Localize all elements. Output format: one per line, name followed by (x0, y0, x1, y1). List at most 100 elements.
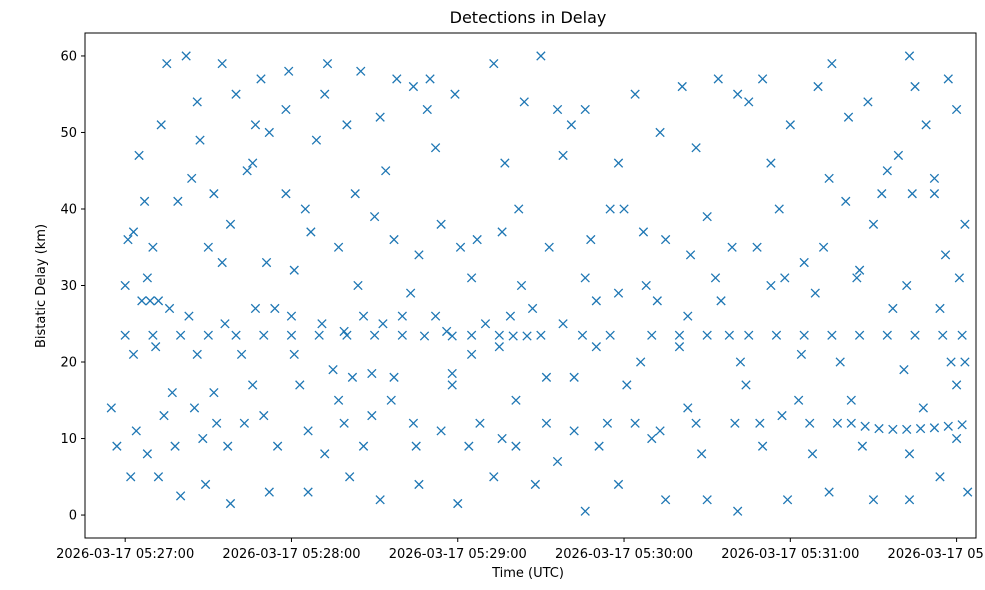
data-point (619, 204, 629, 214)
data-point (511, 395, 521, 405)
data-point (314, 330, 324, 340)
data-point (259, 410, 269, 421)
data-point (677, 81, 687, 92)
data-point (727, 242, 737, 252)
data-point (951, 104, 962, 115)
data-point (347, 372, 358, 382)
data-point (322, 58, 333, 69)
data-point (841, 196, 851, 206)
data-point (863, 97, 873, 107)
data-point (943, 74, 953, 84)
data-point (824, 173, 834, 184)
data-point (508, 331, 518, 341)
data-point (519, 97, 529, 107)
data-point (713, 74, 723, 84)
data-point (419, 331, 430, 341)
data-point (209, 189, 219, 199)
data-point (453, 498, 463, 509)
y-axis-label: Bistatic Delay (km) (34, 224, 49, 348)
data-point (369, 330, 380, 340)
x-tick-label: 2026-03-17 05:30:00 (555, 547, 693, 562)
data-point (339, 326, 349, 337)
data-point (239, 418, 250, 428)
data-point (106, 403, 116, 413)
data-point (436, 426, 446, 436)
data-point (389, 372, 399, 382)
data-point (300, 204, 310, 214)
data-point (466, 273, 477, 283)
data-point (261, 257, 272, 268)
data-point (430, 143, 441, 153)
data-point (120, 280, 130, 291)
data-point (408, 81, 419, 92)
data-point (602, 418, 613, 428)
data-point (311, 135, 322, 145)
data-point (888, 424, 898, 435)
data-point (957, 330, 967, 340)
data-point (151, 342, 161, 352)
y-tick-label: 60 (60, 49, 77, 64)
data-point (960, 357, 970, 367)
data-point (281, 104, 291, 115)
data-point (536, 51, 546, 61)
data-point (605, 330, 615, 340)
data-point (530, 479, 541, 490)
data-point (220, 319, 230, 329)
data-point (126, 472, 136, 482)
data-point (904, 495, 915, 505)
data-point (242, 166, 252, 176)
data-point (641, 280, 651, 291)
data-point (832, 418, 843, 428)
data-point (766, 158, 776, 168)
data-point (375, 112, 385, 122)
data-point (248, 380, 258, 390)
data-point (447, 331, 457, 341)
data-point (264, 127, 274, 138)
y-tick-label: 30 (60, 279, 77, 294)
data-point (854, 265, 865, 275)
data-point (217, 58, 227, 69)
data-point (655, 426, 665, 436)
data-point (943, 421, 953, 431)
data-point (303, 426, 313, 436)
data-point (691, 418, 701, 428)
data-point (857, 441, 868, 451)
data-point (569, 372, 579, 382)
data-point (899, 365, 909, 375)
data-point (757, 441, 768, 451)
data-point (414, 250, 424, 260)
data-point (780, 273, 790, 283)
data-point (472, 234, 482, 245)
data-point (303, 487, 313, 497)
data-point (558, 150, 568, 161)
data-point (904, 51, 915, 61)
data-point (333, 242, 344, 252)
data-point (946, 357, 956, 367)
data-point (167, 387, 177, 398)
data-point (630, 89, 640, 99)
data-point (189, 403, 200, 413)
data-point (733, 89, 743, 99)
data-point (270, 303, 280, 314)
data-point (536, 330, 546, 340)
data-point (112, 441, 122, 451)
data-point (184, 311, 194, 321)
data-point (799, 257, 809, 268)
data-point (921, 120, 931, 130)
data-point (702, 495, 712, 505)
data-point (489, 58, 499, 69)
y-tick-label: 40 (60, 202, 77, 217)
data-point (552, 104, 563, 115)
data-point (613, 288, 624, 298)
data-point (580, 273, 590, 283)
data-point (636, 357, 646, 367)
y-tick-label: 20 (60, 356, 77, 371)
data-points (106, 51, 973, 516)
data-point (511, 441, 521, 451)
data-point (852, 273, 862, 283)
data-point (514, 204, 524, 214)
data-point (744, 330, 754, 340)
data-point (231, 330, 241, 340)
data-point (882, 330, 892, 340)
